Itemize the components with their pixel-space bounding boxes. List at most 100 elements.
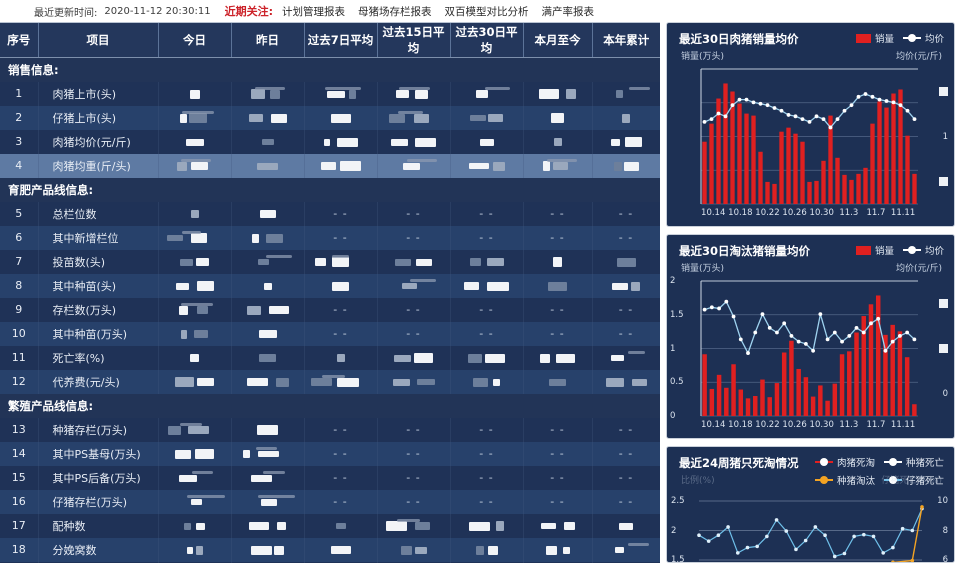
metric-cell[interactable] [523, 105, 593, 130]
metric-cell[interactable] [523, 537, 593, 562]
table-row[interactable]: 17 配种数 [0, 513, 660, 538]
metric-cell[interactable]: - - [592, 489, 660, 514]
metric-cell[interactable] [377, 537, 451, 562]
metric-cell[interactable]: - - [450, 441, 524, 466]
metric-cell[interactable] [158, 561, 232, 563]
metric-cell[interactable]: - - [592, 297, 660, 322]
metric-cell[interactable] [231, 465, 305, 490]
table-row[interactable]: 15 其中PS后备(万头) - - - - - - - - - - [0, 465, 660, 490]
metric-cell[interactable] [450, 273, 524, 298]
column-header-1[interactable]: 项目 [38, 23, 159, 58]
metric-cell[interactable] [377, 81, 451, 106]
metric-cell[interactable]: - - [592, 225, 660, 250]
metric-cell[interactable] [523, 81, 593, 106]
metric-cell[interactable] [523, 369, 593, 394]
metric-cell[interactable] [231, 153, 305, 178]
metric-cell[interactable] [231, 225, 305, 250]
metric-cell[interactable] [450, 153, 524, 178]
metric-cell[interactable]: - - [450, 225, 524, 250]
metric-cell[interactable] [158, 513, 232, 538]
metric-cell[interactable] [592, 513, 660, 538]
metric-cell[interactable] [231, 201, 305, 226]
metric-cell[interactable] [592, 273, 660, 298]
chart3-legend-breeder-death[interactable]: 种猪死亡 [883, 455, 944, 469]
metric-cell[interactable] [377, 153, 451, 178]
metric-cell[interactable] [231, 297, 305, 322]
chart-card-mortality[interactable]: 最近24周猪只死淘情况 肉猪死淘 种猪死亡 种猪淘汰 [666, 446, 955, 563]
link-sow-farm-inventory-report[interactable]: 母猪场存栏报表 [358, 5, 432, 18]
metric-cell[interactable] [304, 537, 378, 562]
metric-cell[interactable] [377, 345, 451, 370]
metric-cell[interactable] [158, 297, 232, 322]
table-row[interactable]: 14 其中PS基母(万头) - - - - - - - - - - [0, 441, 660, 466]
link-double-hundred-model-analysis[interactable]: 双百模型对比分析 [444, 5, 529, 18]
metric-cell[interactable]: - - [523, 201, 593, 226]
metric-cell[interactable] [304, 345, 378, 370]
metric-cell[interactable] [523, 273, 593, 298]
metric-cell[interactable] [377, 273, 451, 298]
table-row[interactable]: 18 分娩窝数 [0, 537, 660, 562]
metric-cell[interactable]: - - [304, 441, 378, 466]
link-full-capacity-rate-report[interactable]: 满产率报表 [541, 5, 595, 18]
metric-cell[interactable] [592, 345, 660, 370]
metric-cell[interactable] [231, 249, 305, 274]
column-header-0[interactable]: 序号 [0, 23, 39, 58]
metric-cell[interactable]: - - [592, 321, 660, 346]
metric-cell[interactable]: - - [450, 489, 524, 514]
chart1-legend-price[interactable]: 均价 [902, 31, 944, 45]
metric-cell[interactable]: - - [523, 441, 593, 466]
column-header-2[interactable]: 今日 [158, 23, 232, 58]
table-row[interactable]: 19窝均活仔(头/窝) [0, 561, 660, 563]
metric-cell[interactable] [450, 249, 524, 274]
metric-cell[interactable] [450, 81, 524, 106]
metric-cell[interactable]: - - [377, 225, 451, 250]
metric-cell[interactable] [158, 129, 232, 154]
table-row[interactable]: 9 存栏数(万头) - - - - - - - - - - [0, 297, 660, 322]
metric-cell[interactable] [158, 81, 232, 106]
metric-cell[interactable]: - - [523, 225, 593, 250]
metric-cell[interactable] [158, 105, 232, 130]
metric-cell[interactable]: - - [377, 465, 451, 490]
metric-cell[interactable]: - - [450, 417, 524, 442]
metric-cell[interactable]: - - [450, 297, 524, 322]
metric-cell[interactable] [304, 513, 378, 538]
metric-cell[interactable] [158, 345, 232, 370]
metric-cell[interactable] [523, 129, 593, 154]
link-plan-management-report[interactable]: 计划管理报表 [282, 5, 345, 18]
metric-cell[interactable] [158, 465, 232, 490]
metric-cell[interactable]: - - [377, 417, 451, 442]
table-row[interactable]: 12 代养费(元/头) [0, 369, 660, 394]
metric-cell[interactable]: - - [523, 321, 593, 346]
metric-cell[interactable]: - - [523, 465, 593, 490]
metric-cell[interactable]: - - [377, 297, 451, 322]
metric-cell[interactable] [231, 81, 305, 106]
metric-cell[interactable] [231, 273, 305, 298]
metric-cell[interactable] [377, 129, 451, 154]
metric-cell[interactable] [158, 441, 232, 466]
metric-cell[interactable] [592, 369, 660, 394]
column-header-8[interactable]: 本年累计 [592, 23, 660, 58]
metric-cell[interactable]: - - [304, 417, 378, 442]
column-header-4[interactable]: 过去7日平均 [304, 23, 378, 58]
metric-cell[interactable]: - - [592, 201, 660, 226]
metric-cell[interactable] [231, 417, 305, 442]
metric-cell[interactable]: - - [592, 441, 660, 466]
metric-cell[interactable] [231, 129, 305, 154]
metric-cell[interactable] [158, 201, 232, 226]
metric-cell[interactable]: - - [592, 465, 660, 490]
table-row[interactable]: 7 投苗数(头) [0, 249, 660, 274]
metric-cell[interactable] [450, 129, 524, 154]
metric-cell[interactable] [231, 345, 305, 370]
metric-cell[interactable] [158, 225, 232, 250]
metric-cell[interactable] [592, 537, 660, 562]
metric-cell[interactable] [377, 369, 451, 394]
metric-cell[interactable] [231, 513, 305, 538]
metric-cell[interactable]: - - [592, 417, 660, 442]
table-row[interactable]: 2 仔猪上市(头) [0, 105, 660, 130]
metric-cell[interactable] [523, 249, 593, 274]
table-row[interactable]: 1 肉猪上市(头) [0, 81, 660, 106]
metric-cell[interactable] [592, 81, 660, 106]
table-row[interactable]: 6 其中新增栏位 - - - - - - - - - - [0, 225, 660, 250]
metric-cell[interactable]: - - [523, 417, 593, 442]
metric-cell[interactable] [304, 273, 378, 298]
